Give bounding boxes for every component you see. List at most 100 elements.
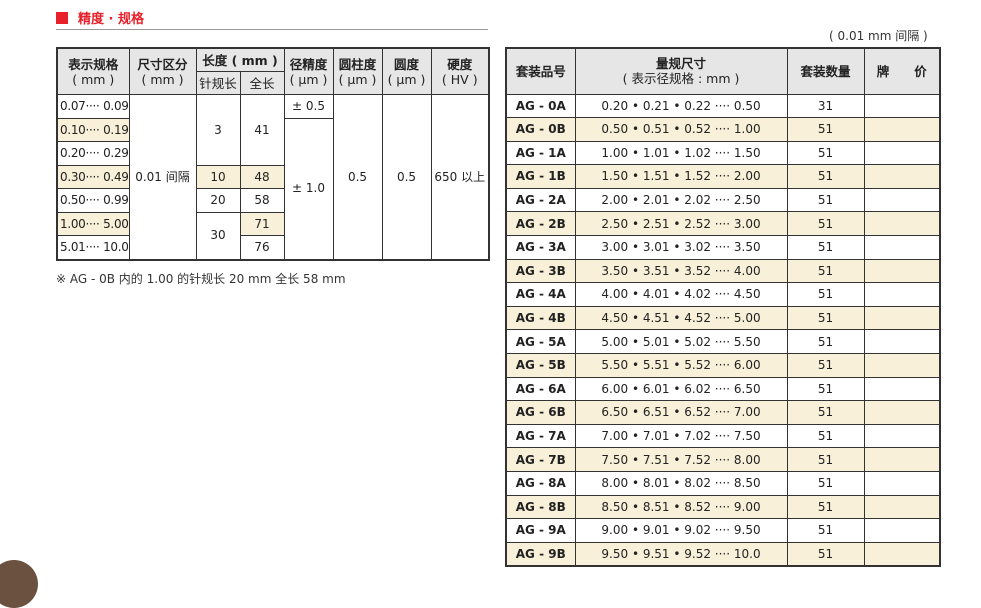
hardness-cell: 650 以上 (430, 94, 490, 260)
size-cell: 1.00 • 1.01 • 1.02 ···· 1.50 (574, 140, 788, 166)
range-cell: 0.20···· 0.29 (56, 141, 130, 166)
diameter-cell: ± 0.5 (283, 94, 334, 119)
size-cell: 0.50 • 0.51 • 0.52 ···· 1.00 (574, 117, 788, 142)
range-cell: 1.00···· 5.00 (56, 211, 130, 236)
pin-length-cell: 30 (195, 211, 241, 260)
table-row: AG - 3A 3.00 • 3.01 • 3.02 ···· 3.50 51 (505, 235, 941, 260)
size-cell: 8.00 • 8.01 • 8.02 ···· 8.50 (574, 471, 788, 496)
qty-cell: 51 (786, 140, 865, 166)
qty-cell: 51 (786, 471, 865, 496)
header-division: 尺寸区分( mm ) (128, 47, 197, 95)
price-cell (863, 235, 941, 260)
qty-cell: 31 (786, 93, 865, 119)
header-pin-length: 针规长 (195, 71, 241, 95)
table-row: AG - 7A 7.00 • 7.01 • 7.02 ···· 7.50 51 (505, 423, 941, 449)
precision-spec-table: 表示规格( mm ) 尺寸区分( mm ) 长度 ( mm ) 径精度( μm … (56, 47, 490, 261)
divider (56, 29, 488, 30)
table-row: AG - 0A 0.20 • 0.21 • 0.22 ···· 0.50 31 (505, 93, 941, 119)
qty-cell: 51 (786, 164, 865, 189)
code-cell: AG - 2B (505, 211, 576, 237)
table-row: AG - 9A 9.00 • 9.01 • 9.02 ···· 9.50 51 (505, 518, 941, 543)
code-cell: AG - 2A (505, 187, 576, 213)
total-length-cell: 48 (239, 164, 285, 189)
table-row: AG - 3B 3.50 • 3.51 • 3.52 ···· 4.00 51 (505, 258, 941, 284)
code-cell: AG - 8A (505, 471, 576, 496)
qty-cell: 51 (786, 305, 865, 331)
price-cell (863, 258, 941, 284)
total-length-cell: 58 (239, 188, 285, 213)
qty-cell: 51 (786, 541, 865, 567)
price-cell (863, 211, 941, 237)
price-cell (863, 471, 941, 496)
price-cell (863, 494, 941, 520)
price-cell (863, 164, 941, 189)
size-cell: 0.20 • 0.21 • 0.22 ···· 0.50 (574, 93, 788, 119)
size-cell: 4.00 • 4.01 • 4.02 ···· 4.50 (574, 282, 788, 307)
price-cell (863, 187, 941, 213)
decorative-circle (0, 560, 38, 608)
header-length: 长度 ( mm ) (195, 47, 285, 72)
price-cell (863, 140, 941, 166)
price-cell (863, 353, 941, 378)
range-cell: 0.07···· 0.09 (56, 94, 130, 119)
header-total-length: 全长 (239, 71, 285, 95)
price-cell (863, 117, 941, 142)
table-row: AG - 0B 0.50 • 0.51 • 0.52 ···· 1.00 51 (505, 117, 941, 142)
code-cell: AG - 1B (505, 164, 576, 189)
code-cell: AG - 5A (505, 329, 576, 355)
qty-cell: 51 (786, 117, 865, 142)
table-row: AG - 4B 4.50 • 4.51 • 4.52 ···· 5.00 51 (505, 305, 941, 331)
roundness-cell: 0.5 (381, 94, 432, 260)
pin-length-cell: 3 (195, 94, 241, 166)
qty-cell: 51 (786, 235, 865, 260)
price-cell (863, 423, 941, 449)
size-cell: 6.50 • 6.51 • 6.52 ···· 7.00 (574, 400, 788, 425)
diameter-cell: ± 1.0 (283, 117, 334, 260)
price-cell (863, 376, 941, 402)
code-cell: AG - 7B (505, 447, 576, 472)
header-code: 套装品号 (505, 47, 576, 95)
set-list-table: 套装品号 量规尺寸( 表示径规格 : mm ) 套装数量 牌 价 AG - 0A… (505, 47, 941, 568)
size-cell: 2.50 • 2.51 • 2.52 ···· 3.00 (574, 211, 788, 237)
code-cell: AG - 3B (505, 258, 576, 284)
total-length-cell: 76 (239, 235, 285, 260)
size-cell: 5.50 • 5.51 • 5.52 ···· 6.00 (574, 353, 788, 378)
size-cell: 9.50 • 9.51 • 9.52 ···· 10.0 (574, 541, 788, 567)
qty-cell: 51 (786, 494, 865, 520)
table-row: AG - 4A 4.00 • 4.01 • 4.02 ···· 4.50 51 (505, 282, 941, 307)
code-cell: AG - 9A (505, 518, 576, 543)
code-cell: AG - 9B (505, 541, 576, 567)
total-length-cell: 71 (239, 211, 285, 236)
table-row: AG - 1B 1.50 • 1.51 • 1.52 ···· 2.00 51 (505, 164, 941, 189)
pin-length-cell: 10 (195, 164, 241, 189)
qty-cell: 51 (786, 518, 865, 543)
division-cell: 0.01 间隔 (128, 94, 197, 260)
qty-cell: 51 (786, 187, 865, 213)
code-cell: AG - 0A (505, 93, 576, 119)
size-cell: 7.50 • 7.51 • 7.52 ···· 8.00 (574, 447, 788, 472)
price-cell (863, 93, 941, 119)
code-cell: AG - 3A (505, 235, 576, 260)
pin-length-cell: 20 (195, 188, 241, 213)
price-cell (863, 305, 941, 331)
qty-cell: 51 (786, 282, 865, 307)
table-row: AG - 7B 7.50 • 7.51 • 7.52 ···· 8.00 51 (505, 447, 941, 472)
range-cell: 0.10···· 0.19 (56, 117, 130, 142)
qty-cell: 51 (786, 423, 865, 449)
header-qty: 套装数量 (786, 47, 865, 95)
qty-cell: 51 (786, 400, 865, 425)
footnote: ※ AG - 0B 内的 1.00 的针规长 20 mm 全长 58 mm (56, 272, 346, 286)
qty-cell: 51 (786, 211, 865, 237)
code-cell: AG - 6B (505, 400, 576, 425)
code-cell: AG - 4A (505, 282, 576, 307)
qty-cell: 51 (786, 353, 865, 378)
section-title: 精度 · 规格 (56, 8, 144, 27)
table-row: AG - 9B 9.50 • 9.51 • 9.52 ···· 10.0 51 (505, 541, 941, 567)
qty-cell: 51 (786, 258, 865, 284)
table-row: AG - 5B 5.50 • 5.51 • 5.52 ···· 6.00 51 (505, 353, 941, 378)
header-spec: 表示规格( mm ) (56, 47, 130, 95)
header-roundness: 圆度( μm ) (381, 47, 432, 95)
table-row: AG - 6A 6.00 • 6.01 • 6.02 ···· 6.50 51 (505, 376, 941, 402)
total-length-cell: 41 (239, 94, 285, 166)
size-cell: 9.00 • 9.01 • 9.02 ···· 9.50 (574, 518, 788, 543)
